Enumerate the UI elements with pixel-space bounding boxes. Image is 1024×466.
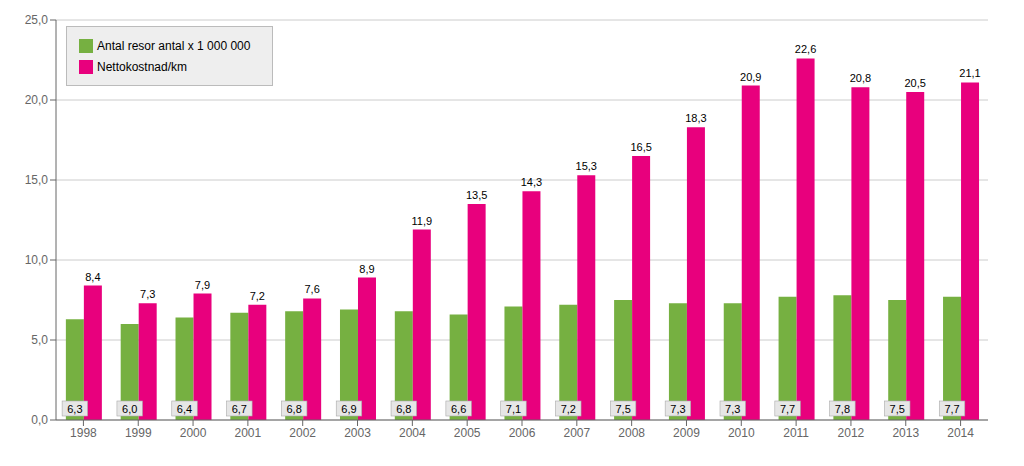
svg-text:7,3: 7,3: [140, 288, 155, 300]
svg-text:7,6: 7,6: [305, 283, 320, 295]
svg-text:7,8: 7,8: [835, 403, 850, 415]
svg-text:18,3: 18,3: [685, 112, 706, 124]
svg-text:2010: 2010: [728, 426, 755, 440]
svg-text:0,0: 0,0: [31, 413, 48, 427]
svg-text:7,5: 7,5: [890, 403, 905, 415]
svg-text:7,9: 7,9: [195, 279, 210, 291]
svg-text:15,3: 15,3: [576, 160, 597, 172]
svg-text:20,8: 20,8: [850, 72, 871, 84]
svg-text:7,5: 7,5: [615, 403, 630, 415]
svg-text:8,4: 8,4: [85, 271, 100, 283]
svg-text:6,4: 6,4: [177, 403, 192, 415]
html-text:Antal resor antal x 1 000 000: Antal resor antal x 1 000 000: [97, 39, 251, 53]
svg-text:11,9: 11,9: [412, 215, 433, 227]
svg-text:2004: 2004: [399, 426, 426, 440]
svg-text:1998: 1998: [70, 426, 97, 440]
svg-text:25,0: 25,0: [25, 13, 49, 27]
svg-text:6,8: 6,8: [396, 403, 411, 415]
svg-text:2014: 2014: [947, 426, 974, 440]
svg-text:2008: 2008: [618, 426, 645, 440]
svg-text:2005: 2005: [454, 426, 481, 440]
svg-text:15,0: 15,0: [25, 173, 49, 187]
svg-text:10,0: 10,0: [25, 253, 49, 267]
svg-text:2000: 2000: [180, 426, 207, 440]
svg-text:2013: 2013: [892, 426, 919, 440]
svg-text:20,0: 20,0: [25, 93, 49, 107]
svg-text:6,6: 6,6: [451, 403, 466, 415]
svg-text:7,2: 7,2: [561, 403, 576, 415]
svg-text:2007: 2007: [563, 426, 590, 440]
svg-text:6,8: 6,8: [287, 403, 302, 415]
svg-text:7,7: 7,7: [944, 403, 959, 415]
svg-text:7,3: 7,3: [725, 403, 740, 415]
svg-text:2001: 2001: [235, 426, 262, 440]
svg-text:6,7: 6,7: [232, 403, 247, 415]
svg-text:20,9: 20,9: [740, 71, 761, 83]
svg-text:2006: 2006: [509, 426, 536, 440]
svg-text:22,6: 22,6: [795, 43, 816, 55]
svg-text:2003: 2003: [344, 426, 371, 440]
svg-text:7,1: 7,1: [506, 403, 521, 415]
svg-text:6,9: 6,9: [341, 403, 356, 415]
svg-text:13,5: 13,5: [466, 189, 487, 201]
svg-text:2002: 2002: [289, 426, 316, 440]
html-text:Nettokostnad/km: Nettokostnad/km: [97, 60, 187, 74]
svg-text:20,5: 20,5: [905, 77, 926, 89]
svg-text:6,0: 6,0: [122, 403, 137, 415]
svg-text:16,5: 16,5: [630, 141, 651, 153]
svg-text:2009: 2009: [673, 426, 700, 440]
svg-text:2011: 2011: [783, 426, 809, 440]
svg-text:5,0: 5,0: [31, 333, 48, 347]
svg-text:8,9: 8,9: [359, 263, 374, 275]
svg-text:21,1: 21,1: [959, 67, 980, 79]
svg-text:2012: 2012: [838, 426, 865, 440]
svg-text:7,3: 7,3: [670, 403, 685, 415]
svg-text:7,7: 7,7: [780, 403, 795, 415]
svg-text:7,2: 7,2: [250, 290, 265, 302]
svg-text:14,3: 14,3: [521, 176, 542, 188]
svg-text:1999: 1999: [125, 426, 152, 440]
svg-text:6,3: 6,3: [67, 403, 82, 415]
